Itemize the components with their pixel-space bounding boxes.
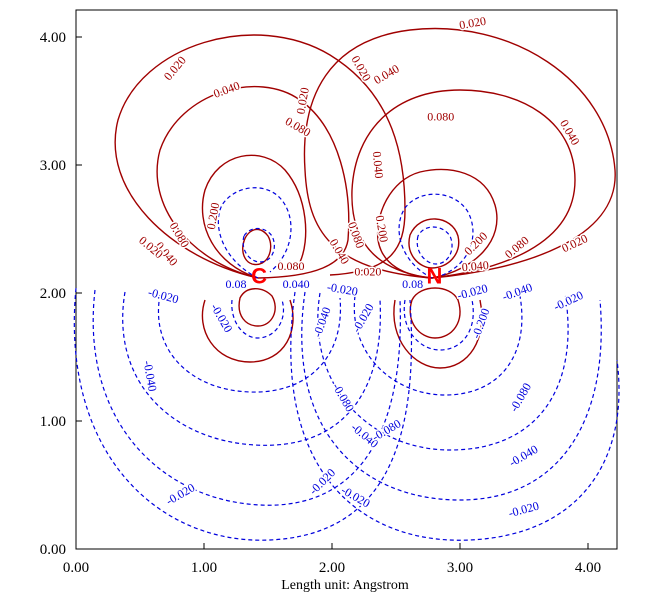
contour-label-17: 0.080 bbox=[278, 259, 305, 273]
x-tick-label: 3.00 bbox=[447, 560, 473, 576]
contour-pos-n-core bbox=[408, 218, 460, 269]
tick-marks bbox=[75, 36, 589, 550]
contour-label-halo-5: 0.020 bbox=[293, 86, 311, 115]
contour-neg-c-1 bbox=[158, 294, 342, 393]
contour-neg-c-lower-core bbox=[231, 299, 284, 339]
contour-neg-c-2 bbox=[122, 291, 381, 446]
contour-label-halo-7: 0.080 bbox=[427, 109, 454, 123]
contour-label-halo-22: 0.040 bbox=[461, 258, 489, 274]
negative-contours bbox=[73, 187, 620, 541]
x-axis-title: Length unit: Angstrom bbox=[281, 578, 409, 593]
contour-neg-n-lower-core bbox=[403, 299, 474, 351]
contour-label-halo-9: 0.040 bbox=[370, 151, 386, 179]
contour-label-halo-17: 0.080 bbox=[278, 259, 305, 273]
contour-label-halo-10: 0.200 bbox=[204, 201, 222, 230]
y-tick-label: 2.00 bbox=[40, 286, 66, 302]
y-tick-label: 4.00 bbox=[40, 30, 66, 46]
contour-neg-n-upper-core bbox=[416, 226, 453, 265]
x-tick-label: 1.00 bbox=[191, 560, 217, 576]
y-tick-label: 3.00 bbox=[40, 158, 66, 174]
contour-label-23: 0.08 bbox=[226, 277, 247, 291]
contour-neg-n-upper-inner bbox=[398, 193, 474, 279]
x-tick-label: 2.00 bbox=[319, 560, 345, 576]
contour-label-5: 0.020 bbox=[293, 86, 311, 115]
contour-label-22: 0.040 bbox=[461, 258, 489, 274]
contour-label-10: 0.200 bbox=[204, 201, 222, 230]
contour-label-26: -0.020 bbox=[326, 280, 359, 299]
atom-label-c: C bbox=[251, 263, 267, 288]
contour-label-9: 0.040 bbox=[370, 151, 386, 179]
contour-label-7: 0.080 bbox=[427, 109, 454, 123]
contour-label-halo-14: 0.200 bbox=[373, 214, 391, 243]
contour-pos-c-outer bbox=[114, 34, 406, 279]
contour-neg-c-3 bbox=[92, 289, 401, 506]
atom-label-n: N bbox=[426, 263, 442, 288]
contour-label-24: 0.040 bbox=[283, 277, 310, 291]
contour-label-halo-23: 0.08 bbox=[226, 277, 247, 291]
positive-contours bbox=[114, 27, 616, 369]
contour-neg-c-outer bbox=[73, 287, 413, 541]
contour-label-halo-0: 0.020 bbox=[458, 14, 487, 32]
contour-pos-c-mid bbox=[156, 85, 350, 279]
y-tick-labels: 0.00 1.00 2.00 3.00 4.00 bbox=[40, 30, 66, 558]
contour-pos-n-mid bbox=[351, 89, 576, 279]
contour-neg-c-upper-core bbox=[242, 227, 275, 263]
contour-label-halo-18: 0.020 bbox=[354, 264, 381, 278]
contour-pos-c-core-lower bbox=[238, 288, 276, 327]
contour-label-30: 0.08 bbox=[402, 277, 423, 291]
x-tick-label: 0.00 bbox=[63, 560, 89, 576]
contour-label-halo-24: 0.040 bbox=[283, 277, 310, 291]
contour-neg-c-upper-inner bbox=[217, 187, 292, 279]
contour-neg-n-2 bbox=[317, 292, 569, 451]
contour-pos-n-lobe-lower bbox=[393, 299, 483, 369]
y-tick-label: 0.00 bbox=[40, 542, 66, 558]
contour-pos-n-outer bbox=[303, 27, 616, 279]
contour-label-halo-30: 0.08 bbox=[402, 277, 423, 291]
x-tick-labels: 0.00 1.00 2.00 3.00 4.00 bbox=[63, 560, 601, 576]
contour-label-14: 0.200 bbox=[373, 214, 391, 243]
x-tick-label: 4.00 bbox=[575, 560, 601, 576]
contour-label-18: 0.020 bbox=[354, 264, 381, 278]
contour-neg-n-1 bbox=[353, 295, 523, 396]
y-tick-label: 1.00 bbox=[40, 414, 66, 430]
contour-label-35: -0.040 bbox=[141, 360, 160, 393]
contour-pos-c-lobe-lower bbox=[201, 299, 294, 363]
contour-label-0: 0.020 bbox=[458, 14, 487, 32]
plot-frame bbox=[75, 9, 618, 550]
contour-pos-c-core bbox=[242, 228, 272, 266]
contour-pos-n-inner bbox=[376, 168, 498, 279]
contour-neg-n-3 bbox=[301, 291, 602, 501]
contour-pos-n-core-lower bbox=[409, 287, 461, 339]
contour-pos-c-inner bbox=[201, 154, 307, 279]
